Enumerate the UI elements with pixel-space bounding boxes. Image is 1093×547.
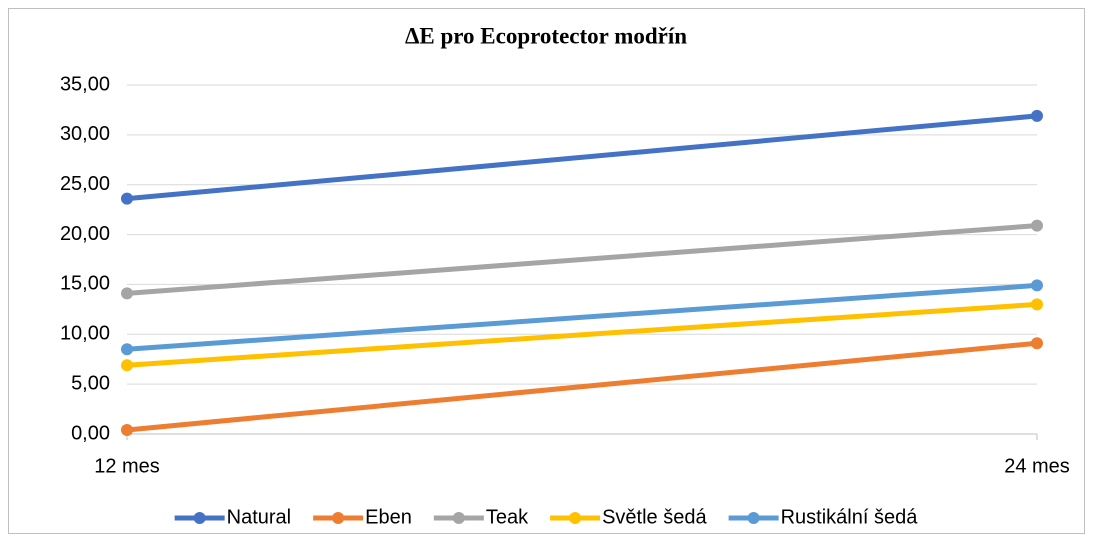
legend-marker xyxy=(193,512,206,524)
point xyxy=(121,359,133,372)
legend-marker xyxy=(569,512,582,524)
point xyxy=(1031,298,1043,311)
point xyxy=(121,287,133,300)
point xyxy=(1031,279,1043,292)
chart-border xyxy=(8,8,1085,534)
legend-label: Teak xyxy=(486,506,529,528)
series-line xyxy=(124,301,1040,368)
legend-label: Natural xyxy=(227,506,291,528)
legend-marker xyxy=(332,512,345,524)
legend-item: Natural xyxy=(174,506,291,528)
y-tick-label: 25,00 xyxy=(60,173,110,195)
series-line xyxy=(124,113,1040,202)
y-tick-label: 0,00 xyxy=(71,422,110,444)
y-tick-label: 30,00 xyxy=(60,123,110,145)
x-tick-label: 24 mes xyxy=(1004,455,1070,477)
point xyxy=(121,424,133,437)
legend-label: Světle šedá xyxy=(602,506,707,528)
legend-label: Eben xyxy=(365,506,412,528)
y-tick-label: 15,00 xyxy=(60,273,110,295)
legend-label: Rustikální šedá xyxy=(781,506,919,528)
y-tick-label: 10,00 xyxy=(60,323,110,345)
y-tick-label: 20,00 xyxy=(60,223,110,245)
series-line xyxy=(124,340,1040,433)
x-tick-label: 12 mes xyxy=(94,455,160,477)
point xyxy=(1031,109,1043,122)
point xyxy=(121,343,133,356)
legend-item: Světle šedá xyxy=(550,506,707,528)
y-tick-label: 35,00 xyxy=(60,73,110,95)
legend-marker xyxy=(452,512,465,524)
y-tick-label: 5,00 xyxy=(71,372,110,394)
point xyxy=(1031,337,1043,350)
series-line xyxy=(124,223,1040,296)
series-line xyxy=(124,282,1040,352)
point xyxy=(121,192,133,205)
legend-marker xyxy=(747,512,760,524)
legend-item: Teak xyxy=(433,506,529,528)
point xyxy=(1031,219,1043,232)
chart-title: ΔE pro Ecoprotector modřín xyxy=(405,23,687,48)
legend-item: Eben xyxy=(313,506,412,528)
legend-item: Rustikální šedá xyxy=(728,506,919,528)
